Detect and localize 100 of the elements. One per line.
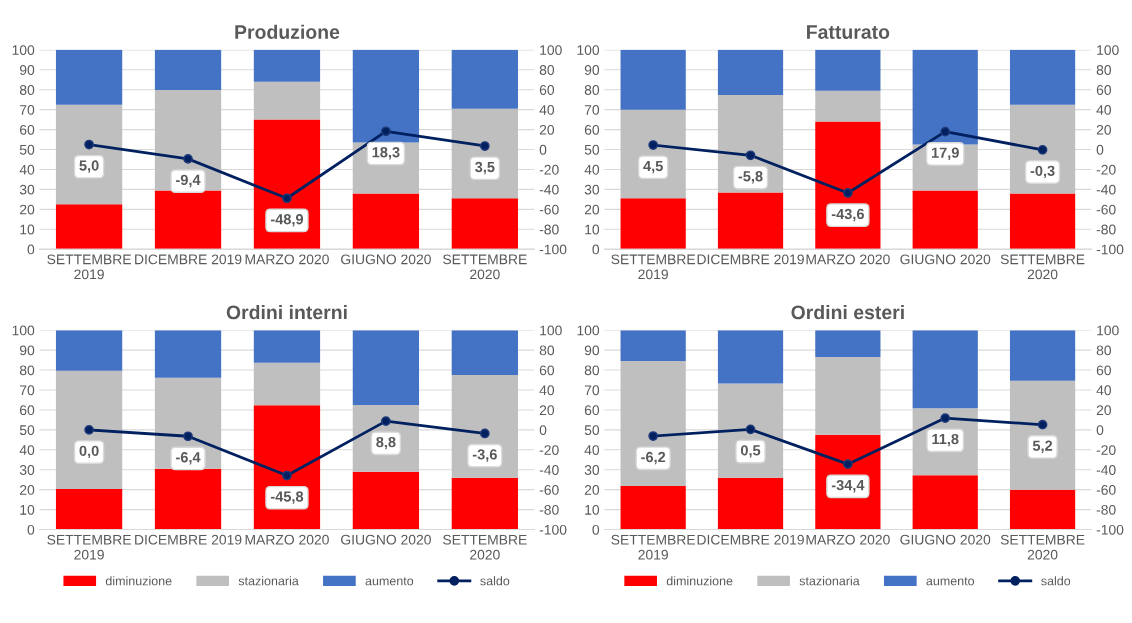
legend-label: stazionaria — [799, 576, 860, 586]
y-tick-label: 70 — [584, 104, 600, 115]
y2-tick-label: 100 — [1097, 325, 1119, 336]
bar — [154, 330, 222, 378]
point — [940, 413, 951, 423]
bar — [451, 330, 518, 376]
data-label: -5,8 — [738, 171, 763, 184]
x-tick-label: MARZO 2020 — [245, 534, 329, 545]
y2-tick-label: 20 — [539, 124, 555, 135]
y2-tick-label: -60 — [539, 485, 559, 495]
bar — [55, 489, 123, 530]
data-label: 0,5 — [740, 445, 761, 458]
y-tick-label: 40 — [19, 164, 35, 175]
data-label: 17,9 — [931, 147, 959, 160]
y-tick-label: 90 — [584, 345, 600, 356]
y-tick-label: 80 — [584, 85, 600, 95]
y-tick-label: 90 — [584, 65, 600, 75]
x-tick-label: GIUGNO 2020 — [900, 534, 991, 545]
legend-label: stazionaria — [238, 576, 299, 586]
y-tick-label: 70 — [20, 385, 35, 396]
bar — [912, 190, 978, 250]
point — [381, 126, 391, 137]
point — [84, 425, 94, 435]
point — [183, 431, 193, 442]
point — [183, 154, 193, 164]
bar — [717, 477, 784, 530]
point — [84, 139, 94, 150]
y-tick-label: 0 — [27, 244, 35, 255]
y2-tick-label: -80 — [1096, 504, 1116, 515]
data-label: -48,9 — [270, 214, 304, 227]
y-tick-label: 80 — [19, 85, 35, 95]
point — [479, 141, 490, 151]
y2-tick-label: 40 — [539, 385, 555, 396]
y2-tick-label: -40 — [539, 184, 559, 195]
y2-tick-label: -20 — [539, 164, 559, 175]
point — [843, 459, 853, 470]
x-tick-label: MARZO 2020 — [245, 254, 329, 265]
x-tick-label: MARZO 2020 — [806, 254, 890, 265]
point — [745, 424, 756, 435]
bar — [253, 49, 321, 82]
y2-tick-label: -80 — [539, 224, 559, 235]
data-label: -3,6 — [472, 449, 497, 462]
y-tick-label: 10 — [585, 224, 600, 235]
y-tick-label: 30 — [19, 184, 35, 195]
y-tick-label: 20 — [584, 485, 600, 495]
x-tick-label: SETTEMBRE 2020 — [1000, 534, 1085, 560]
y2-tick-label: -20 — [1096, 445, 1116, 455]
y-tick-label: 0 — [592, 244, 600, 255]
x-tick-label: MARZO 2020 — [806, 534, 890, 545]
point — [745, 150, 756, 161]
y2-tick-label: 80 — [1096, 65, 1112, 75]
x-tick-label: SETTEMBRE 2020 — [443, 254, 527, 280]
y2-tick-label: 40 — [539, 104, 555, 115]
legend-label: aumento — [926, 577, 975, 586]
y2-tick-label: 80 — [539, 345, 555, 356]
x-tick-label: DICEMBRE 2019 — [135, 254, 242, 265]
y-tick-label: 50 — [584, 425, 600, 436]
y-tick-label: 30 — [19, 465, 35, 475]
y-tick-label: 100 — [577, 325, 600, 336]
bar — [352, 193, 420, 250]
y-tick-label: 80 — [584, 365, 600, 376]
data-label: -43,6 — [831, 208, 864, 222]
x-tick-label: SETTEMBRE 2019 — [47, 534, 131, 560]
bar — [1009, 193, 1076, 250]
y-tick-label: 40 — [19, 445, 35, 455]
x-tick-label: SETTEMBRE 2020 — [443, 534, 527, 560]
y2-tick-label: -100 — [1096, 524, 1124, 535]
y-tick-label: 50 — [584, 144, 600, 155]
y2-tick-label: -60 — [539, 204, 559, 215]
y-tick-label: 20 — [20, 204, 35, 215]
y2-tick-label: 40 — [1096, 385, 1112, 396]
y2-tick-label: 100 — [540, 325, 562, 336]
y-tick-label: 40 — [584, 445, 600, 455]
y2-tick-label: -40 — [1096, 465, 1116, 475]
bar — [620, 486, 686, 530]
data-label: -34,4 — [831, 479, 865, 493]
data-label: -45,8 — [270, 491, 304, 504]
y2-tick-label: -80 — [1096, 224, 1116, 235]
data-label: -6,4 — [176, 452, 201, 465]
y2-tick-label: 0 — [1096, 144, 1104, 155]
legend-label: diminuzione — [105, 576, 172, 586]
point — [282, 193, 292, 204]
data-label: 3,5 — [475, 161, 495, 175]
x-tick-label: SETTEMBRE 2019 — [611, 254, 696, 280]
x-tick-label: GIUGNO 2020 — [900, 254, 991, 265]
data-label: 8,8 — [376, 436, 396, 450]
y2-tick-label: -20 — [1096, 164, 1116, 175]
y2-tick-label: 80 — [539, 65, 555, 75]
y2-tick-label: -40 — [1096, 184, 1116, 195]
bar — [912, 475, 978, 530]
data-label: -9,4 — [176, 174, 201, 188]
bar — [55, 49, 123, 105]
y-tick-label: 20 — [20, 485, 35, 495]
chart-title: Fatturato — [807, 25, 890, 39]
point — [940, 126, 951, 137]
y-tick-label: 0 — [592, 524, 600, 535]
point — [843, 188, 853, 198]
y2-tick-label: -40 — [539, 465, 559, 475]
data-label: 5,0 — [79, 160, 99, 173]
bar — [253, 81, 321, 120]
